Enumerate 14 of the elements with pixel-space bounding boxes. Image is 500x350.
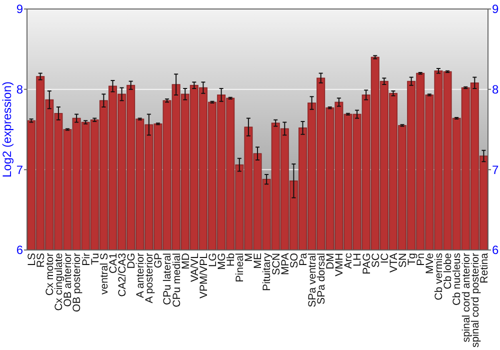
y-tick-label: 8	[16, 82, 24, 97]
y-axis-title: Log2 (expression)	[0, 81, 14, 178]
x-tick-label: DG	[126, 253, 138, 269]
y2-tick-label: 7	[492, 162, 499, 177]
y-tick-label: 7	[16, 162, 24, 177]
y2-tick-label: 6	[492, 243, 499, 258]
x-tick-label: A posterior	[144, 252, 156, 304]
y2-tick-label: 8	[492, 82, 499, 97]
y-tick-label: 6	[16, 243, 24, 258]
y2-tick-label: 9	[492, 2, 499, 16]
x-tick-label: LS	[26, 253, 38, 266]
y-tick-label: 9	[16, 2, 24, 16]
x-tick-label: MVe	[424, 252, 436, 274]
x-tick-label: RS	[35, 253, 48, 268]
